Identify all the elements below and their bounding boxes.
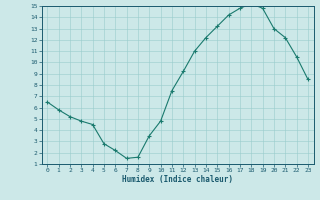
X-axis label: Humidex (Indice chaleur): Humidex (Indice chaleur) <box>122 175 233 184</box>
